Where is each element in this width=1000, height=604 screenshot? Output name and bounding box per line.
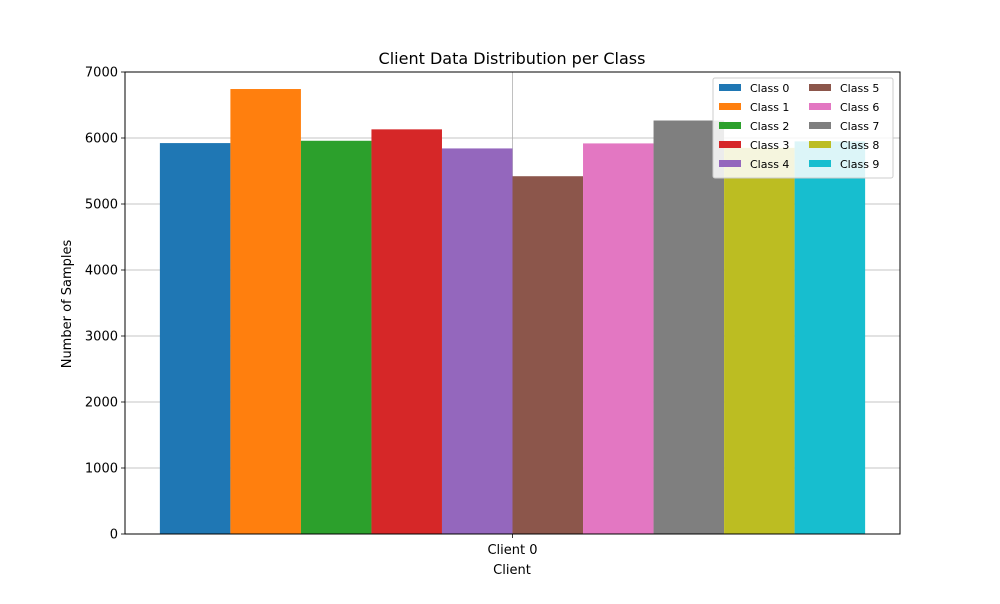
legend-label: Class 2: [750, 120, 789, 133]
plot-frame: [124, 71, 901, 535]
bar-class-8: [724, 147, 795, 535]
legend-label: Class 1: [750, 101, 789, 114]
legend-swatch: [809, 122, 831, 129]
legend-swatch: [719, 122, 741, 129]
bar-class-2: [300, 140, 372, 534]
legend-swatch: [809, 160, 831, 167]
y-axis-label: Number of Samples: [60, 240, 75, 369]
tick-labels: 0 1000 2000 3000 4000 5000 6000 7000 Client 0: [85, 66, 538, 559]
legend-label: Class 8: [840, 139, 879, 152]
bar-class-1: [230, 89, 301, 534]
bar-class-0: [159, 143, 231, 534]
bar-class-4: [441, 148, 513, 535]
y-tick-label: 7000: [85, 66, 118, 81]
legend-label: Class 3: [750, 139, 789, 152]
legend-label: Class 6: [840, 101, 879, 114]
bars-group: [159, 89, 866, 535]
y-tick-label: 4000: [85, 264, 118, 279]
legend-swatch: [719, 103, 741, 110]
bar-class-7: [653, 120, 725, 534]
y-tick-label: 0: [110, 528, 118, 543]
x-axis-label: Client: [493, 563, 531, 578]
legend: Class 0 Class 1 Class 2 Class 3 Class 4 Class…: [712, 77, 894, 179]
legend-swatch: [809, 141, 831, 148]
legend-swatch: [809, 103, 831, 110]
y-tick-label: 1000: [85, 462, 118, 477]
legend-swatch: [719, 141, 741, 148]
y-tick-label: 2000: [85, 396, 118, 411]
legend-label: Class 7: [840, 120, 879, 133]
x-tick-label: Client 0: [487, 543, 537, 558]
bar-class-3: [371, 129, 442, 534]
chart-title: Client Data Distribution per Class: [379, 49, 646, 68]
bar-class-9: [794, 141, 866, 534]
legend-swatch: [719, 84, 741, 91]
legend-box: [712, 77, 894, 179]
y-tick-label: 6000: [85, 132, 118, 147]
legend-swatch: [809, 84, 831, 91]
y-tick-label: 5000: [85, 198, 118, 213]
axes: [121, 71, 901, 538]
legend-label: Class 5: [840, 82, 879, 95]
legend-label: Class 0: [750, 82, 789, 95]
bar-class-6: [583, 143, 654, 535]
legend-label: Class 9: [840, 158, 879, 171]
legend-label: Class 4: [750, 158, 789, 171]
legend-swatch: [719, 160, 741, 167]
bar-class-5: [512, 176, 584, 535]
y-tick-label: 3000: [85, 330, 118, 345]
